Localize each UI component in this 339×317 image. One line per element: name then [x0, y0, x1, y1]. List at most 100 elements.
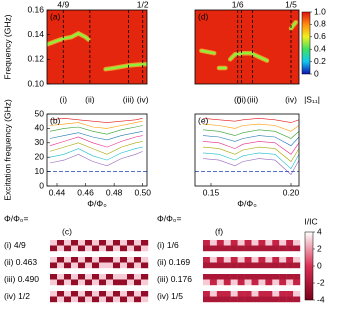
data-line	[202, 135, 299, 147]
current-cell	[272, 274, 280, 280]
current-cell	[209, 291, 218, 297]
current-cell	[141, 274, 149, 280]
row-label: (iv) 1/2	[4, 291, 30, 301]
current-cell	[223, 245, 231, 252]
current-cell	[272, 240, 280, 246]
colorbar	[301, 11, 311, 75]
row-label: (ii) 0.169	[157, 257, 190, 267]
current-cell	[230, 245, 238, 252]
current-cell	[265, 274, 273, 280]
current-cell	[286, 257, 294, 263]
current-cell	[286, 274, 294, 280]
current-cell	[50, 296, 58, 303]
current-cell	[64, 279, 72, 286]
y-tick-label: 0.12	[27, 54, 44, 64]
current-cell	[99, 274, 107, 280]
current-cell	[258, 257, 266, 263]
current-cell	[265, 296, 273, 303]
current-cell	[203, 257, 211, 263]
current-cell	[85, 240, 93, 246]
current-cell	[230, 240, 238, 246]
current-cell	[141, 245, 149, 252]
current-cell	[78, 291, 86, 297]
current-cell	[113, 291, 121, 297]
data-line	[49, 151, 143, 167]
current-cell	[106, 296, 114, 303]
row-label: (i) 4/9	[4, 240, 26, 250]
current-cell	[203, 245, 211, 252]
colorbar-tick-label: 2	[317, 243, 322, 253]
current-cell	[78, 296, 86, 303]
current-cell	[272, 291, 280, 297]
current-cell	[223, 262, 231, 269]
current-cell	[113, 257, 121, 263]
current-cell	[92, 245, 100, 252]
data-line	[202, 158, 299, 175]
current-cell	[293, 291, 301, 297]
current-cell	[293, 245, 301, 252]
current-cell	[57, 296, 65, 303]
colorbar-tick-label: -4	[317, 294, 325, 304]
current-cell	[120, 274, 128, 280]
plot-frame	[46, 9, 148, 85]
current-cell	[203, 274, 211, 280]
current-cell	[203, 240, 211, 246]
current-cell	[57, 262, 65, 269]
marker-label: (iv)	[285, 94, 297, 104]
colorbar-title: |S₁₁|	[304, 94, 320, 104]
top-label: 1/6	[232, 0, 244, 9]
panel-label: (f)	[215, 226, 223, 236]
current-cell	[258, 274, 266, 280]
current-cell	[209, 274, 218, 280]
current-cell	[258, 240, 266, 246]
current-cell	[286, 279, 294, 286]
current-cell	[92, 262, 100, 269]
x-axis-title: Φ/Φ₀	[87, 198, 107, 208]
current-cell	[113, 262, 121, 269]
current-cell	[223, 257, 231, 263]
current-cell	[99, 262, 107, 269]
current-cell	[92, 279, 100, 286]
current-cell	[251, 274, 259, 280]
current-cell	[71, 245, 79, 252]
current-cell	[216, 291, 224, 297]
current-cell	[230, 279, 238, 286]
current-cell	[85, 245, 93, 252]
current-cell	[293, 279, 301, 286]
current-cell	[127, 262, 135, 269]
colorbar-tick-label: 0	[314, 68, 319, 78]
current-cell	[113, 274, 121, 280]
current-cell	[223, 279, 231, 286]
current-cell	[209, 296, 218, 303]
current-cell	[265, 262, 273, 269]
current-cell	[223, 296, 231, 303]
current-cell	[64, 240, 72, 246]
current-cell	[279, 262, 287, 269]
current-cell	[203, 291, 211, 297]
current-cell	[127, 291, 135, 297]
current-cell	[85, 274, 93, 280]
current-cell	[50, 262, 58, 269]
current-cell	[92, 274, 100, 280]
current-cell	[244, 279, 252, 286]
current-cell	[279, 291, 287, 297]
current-cell	[237, 296, 245, 303]
y-tick-label: 50	[35, 108, 45, 118]
colorbar-tick-label: 0	[317, 260, 322, 270]
current-cell	[251, 296, 259, 303]
current-cell	[258, 296, 266, 303]
current-cell	[71, 296, 79, 303]
current-cell	[78, 240, 86, 246]
marker-label: (i)	[234, 94, 242, 104]
current-cell	[286, 245, 294, 252]
y-tick-label: 0.16	[27, 4, 44, 14]
current-cell	[127, 240, 135, 246]
current-cell	[99, 296, 107, 303]
heatmap-background	[195, 10, 299, 84]
current-cell	[134, 291, 142, 297]
colorbar-tick-label: 1.0	[314, 6, 326, 16]
current-cell	[141, 262, 149, 269]
current-cell	[64, 257, 72, 263]
current-cell	[279, 245, 287, 252]
